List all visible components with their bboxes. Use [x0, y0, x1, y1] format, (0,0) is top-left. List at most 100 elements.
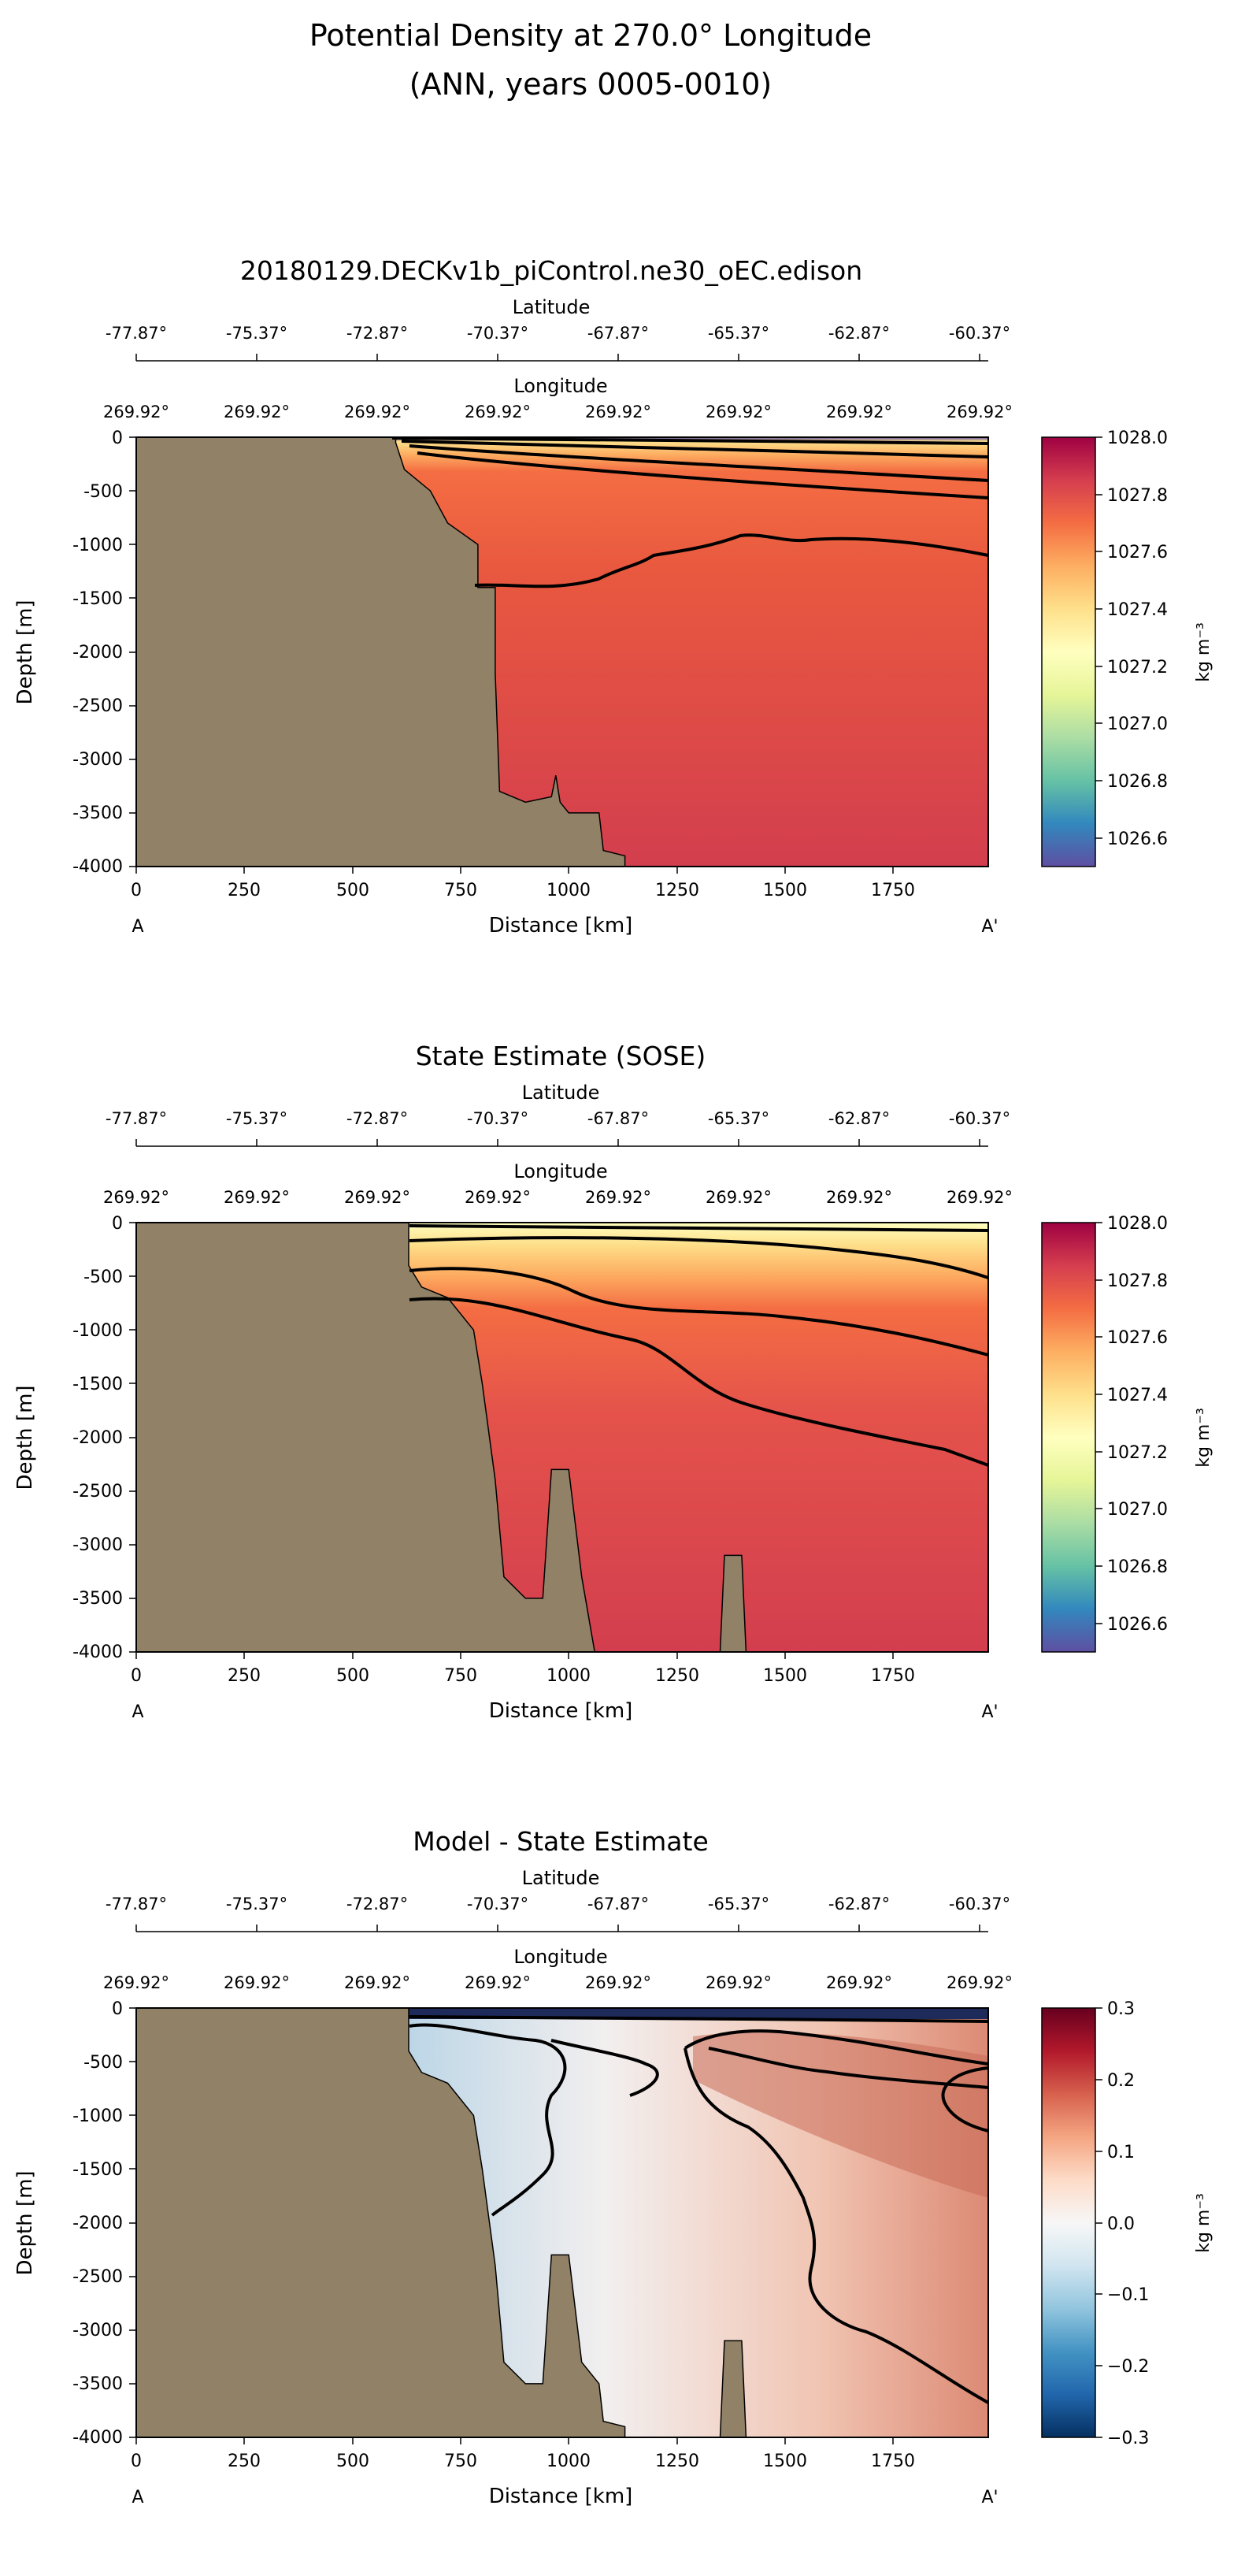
y-tick: -3500: [72, 2374, 123, 2394]
y-tick: -2500: [72, 1482, 123, 1501]
y-tick: -1500: [72, 1375, 123, 1394]
latitude-tick: -60.37°: [949, 324, 1010, 343]
colorbar: 0.3 0.2 0.1 0.0 −0.1 −0.2 −0.3 kg m⁻³: [1041, 1999, 1213, 2448]
y-tick: -3000: [72, 2321, 123, 2340]
x-tick: 500: [336, 2452, 369, 2471]
longitude-tick: 269.92°: [224, 403, 290, 421]
latitude-tick: -60.37°: [949, 1895, 1010, 1913]
y-tick: -500: [83, 482, 123, 502]
y-axis-label: Depth [m]: [13, 2170, 37, 2275]
x-tick: 750: [444, 881, 477, 900]
colorbar-tick: −0.2: [1107, 2357, 1149, 2377]
latitude-tick-marks: [135, 1139, 980, 1146]
positive-anomaly: [693, 2032, 988, 2198]
y-axis-label: Depth [m]: [13, 599, 37, 704]
longitude-tick: 269.92°: [585, 403, 651, 421]
y-tick: -3000: [72, 1535, 123, 1555]
latitude-tick: -70.37°: [467, 324, 528, 343]
longitude-tick: 269.92°: [465, 1188, 531, 1207]
x-tick: 1750: [871, 881, 915, 900]
latitude-ticks: -77.87° -75.37° -72.87° -70.37° -67.87° …: [106, 1895, 1010, 1913]
longitude-tick: 269.92°: [224, 1973, 290, 1992]
colorbar-tick: 1027.0: [1107, 715, 1168, 734]
colorbar-tick: −0.3: [1107, 2429, 1149, 2448]
y-tick: -1000: [72, 536, 123, 555]
section-start-label: A: [132, 2488, 143, 2507]
y-tick: -2000: [72, 2214, 123, 2233]
contour-line: [391, 436, 989, 445]
colorbar-tick: 1027.0: [1107, 1500, 1168, 1520]
latitude-tick: -62.87°: [828, 1895, 890, 1913]
latitude-ticks: -77.87° -75.37° -72.87° -70.37° -67.87° …: [106, 1109, 1010, 1128]
colorbar-tick: 1027.4: [1107, 1386, 1168, 1405]
panel-title: 20180129.DECKv1b_piControl.ne30_oEC.edis…: [240, 255, 862, 286]
latitude-axis-label: Latitude: [522, 1867, 600, 1889]
y-tick: 0: [112, 429, 123, 448]
figure-title-line2: (ANN, years 0005-0010): [409, 67, 772, 102]
contour-line: [474, 533, 989, 588]
latitude-tick: -77.87°: [106, 1895, 167, 1913]
latitude-tick: -70.37°: [467, 1895, 528, 1913]
longitude-tick: 269.92°: [344, 1973, 410, 1992]
longitude-tick: 269.92°: [103, 1973, 169, 1992]
figure-title-line1: Potential Density at 270.0° Longitude: [309, 18, 872, 53]
x-tick: 250: [228, 1666, 261, 1686]
x-tick: 1750: [871, 1666, 915, 1686]
longitude-tick: 269.92°: [706, 1973, 772, 1992]
longitude-tick: 269.92°: [585, 1188, 651, 1207]
longitude-axis-label: Longitude: [513, 1946, 607, 1968]
panel-sose: State Estimate (SOSE) Latitude -77.87° -…: [13, 1041, 1213, 1723]
colorbar-tick: 0.3: [1107, 1999, 1135, 2019]
y-ticks: 0 -500 -1000 -1500 -2000 -2500 -3000 -35…: [72, 1999, 123, 2448]
latitude-tick: -62.87°: [828, 324, 890, 343]
colorbar-gradient: [1041, 436, 1096, 867]
contour-line: [409, 1236, 989, 1279]
contour-line: [684, 2029, 989, 2066]
colorbar-gradient: [1041, 2007, 1096, 2438]
colorbar-label: kg m⁻³: [1194, 622, 1213, 682]
latitude-tick: -72.87°: [346, 1109, 408, 1128]
colorbar-tick: 0.0: [1107, 2214, 1135, 2234]
x-tick-marks: [135, 867, 894, 874]
section-end-label: A': [981, 917, 998, 937]
latitude-tick: -75.37°: [226, 1109, 287, 1128]
y-tick-marks: [129, 436, 136, 867]
latitude-tick: -70.37°: [467, 1109, 528, 1128]
contour-line: [409, 1297, 989, 1467]
contour-line: [417, 451, 989, 499]
latitude-tick: -67.87°: [587, 324, 649, 343]
section-end-label: A': [981, 2488, 998, 2507]
y-tick: -4000: [72, 2428, 123, 2448]
y-tick: -3500: [72, 804, 123, 823]
longitude-tick: 269.92°: [465, 1973, 531, 1992]
section-start-label: A: [132, 917, 143, 937]
latitude-tick: -62.87°: [828, 1109, 890, 1128]
longitude-axis-label: Longitude: [513, 1160, 607, 1182]
contour-line: [401, 440, 989, 458]
y-axis-label: Depth [m]: [13, 1385, 37, 1490]
longitude-tick: 269.92°: [585, 1973, 651, 1992]
x-ticks: 0 250 500 750 1000 1250 1500 1750: [131, 881, 915, 900]
colorbar-tick: 1028.0: [1107, 1214, 1168, 1234]
colorbar-tick: 1026.8: [1107, 772, 1168, 792]
x-tick-marks: [135, 2437, 894, 2444]
longitude-tick: 269.92°: [826, 1973, 892, 1992]
latitude-tick: -65.37°: [708, 324, 769, 343]
latitude-tick: -72.87°: [346, 1895, 408, 1913]
colorbar-tick: 1027.8: [1107, 1271, 1168, 1291]
longitude-ticks: 269.92° 269.92° 269.92° 269.92° 269.92° …: [103, 1973, 1013, 1992]
x-ticks: 0 250 500 750 1000 1250 1500 1750: [131, 1666, 915, 1686]
y-tick: -500: [83, 1268, 123, 1287]
x-tick: 1000: [546, 881, 591, 900]
section-end-label: A': [981, 1702, 998, 1722]
y-tick: -1500: [72, 2160, 123, 2180]
y-tick: -2000: [72, 1428, 123, 1448]
longitude-tick: 269.92°: [947, 403, 1013, 421]
latitude-tick: -65.37°: [708, 1109, 769, 1128]
colorbar-tick: 1027.8: [1107, 486, 1168, 506]
y-tick: -4000: [72, 1642, 123, 1662]
colorbar-label: kg m⁻³: [1194, 1408, 1213, 1468]
contour-line: [941, 2066, 989, 2132]
x-tick: 250: [228, 881, 261, 900]
colorbar-gradient: [1041, 1222, 1096, 1653]
